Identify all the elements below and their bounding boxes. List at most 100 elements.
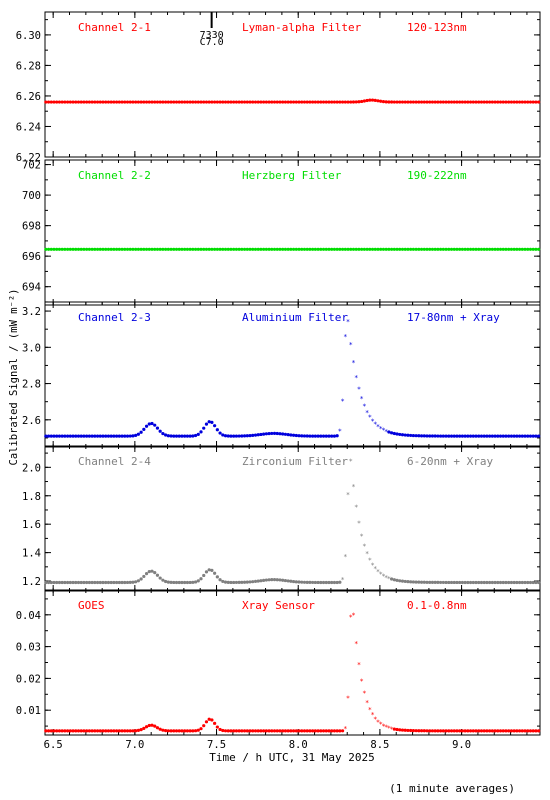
data-point bbox=[528, 729, 533, 733]
data-point bbox=[237, 100, 241, 104]
data-point bbox=[87, 434, 91, 438]
data-point bbox=[425, 580, 429, 584]
series-5: ****************** bbox=[44, 612, 541, 733]
data-point bbox=[161, 578, 165, 582]
data-point bbox=[406, 100, 410, 104]
data-point bbox=[150, 421, 154, 426]
data-point bbox=[259, 432, 263, 437]
data-point: * bbox=[368, 556, 372, 564]
panel-band-label: 0.1-0.8nm bbox=[407, 599, 467, 612]
data-point bbox=[411, 580, 415, 584]
data-point: * bbox=[381, 722, 385, 730]
data-point bbox=[477, 580, 481, 585]
data-point bbox=[501, 434, 505, 438]
data-point bbox=[517, 434, 522, 438]
data-point bbox=[229, 580, 233, 585]
y-tick-label: 0.01 bbox=[16, 705, 41, 717]
data-point bbox=[354, 100, 358, 104]
data-point bbox=[501, 100, 505, 104]
data-point bbox=[509, 434, 514, 438]
data-point: * bbox=[387, 725, 391, 733]
data-point bbox=[142, 427, 146, 431]
data-point bbox=[422, 580, 426, 584]
data-point bbox=[384, 100, 388, 104]
data-point bbox=[183, 247, 187, 251]
data-point bbox=[215, 428, 219, 432]
footnote: (1 minute averages) bbox=[389, 782, 515, 795]
data-point bbox=[229, 100, 233, 104]
data-point bbox=[468, 729, 473, 733]
data-point bbox=[433, 100, 437, 104]
data-point bbox=[403, 100, 407, 104]
data-point bbox=[509, 247, 514, 251]
data-point bbox=[441, 247, 445, 251]
data-point bbox=[44, 434, 48, 438]
data-point bbox=[120, 247, 124, 251]
panel-frame bbox=[44, 301, 541, 448]
data-point bbox=[493, 100, 497, 104]
data-point bbox=[134, 433, 138, 437]
data-point bbox=[272, 578, 277, 582]
data-point bbox=[308, 434, 312, 438]
data-point bbox=[512, 100, 516, 104]
data-point bbox=[324, 100, 328, 104]
data-point bbox=[71, 100, 75, 104]
data-point bbox=[395, 727, 399, 732]
data-point bbox=[95, 580, 100, 585]
data-point bbox=[281, 247, 285, 251]
x-tick-label: 8.5 bbox=[370, 739, 389, 751]
data-point bbox=[528, 434, 533, 438]
data-point bbox=[509, 729, 514, 733]
data-point bbox=[449, 100, 454, 104]
panel-band-label: 17-80nm + Xray bbox=[407, 311, 500, 324]
data-point bbox=[213, 247, 217, 251]
data-point: * bbox=[351, 612, 355, 620]
data-point bbox=[278, 247, 282, 251]
data-point: * bbox=[381, 572, 385, 580]
data-point bbox=[169, 729, 173, 733]
data-point bbox=[180, 100, 184, 104]
data-point bbox=[55, 100, 59, 104]
data-point bbox=[515, 729, 519, 733]
data-point bbox=[488, 100, 492, 104]
data-point bbox=[169, 580, 173, 584]
data-point bbox=[523, 247, 527, 251]
panel-channel-label: Channel 2-4 bbox=[78, 455, 151, 468]
data-point bbox=[425, 729, 429, 733]
panel-channel-label: Channel 2-1 bbox=[78, 21, 151, 34]
data-point: * bbox=[343, 553, 347, 561]
data-point bbox=[507, 580, 511, 585]
data-point bbox=[447, 580, 451, 585]
data-point bbox=[218, 431, 222, 435]
data-point bbox=[409, 100, 413, 104]
data-point bbox=[281, 100, 285, 104]
data-point bbox=[101, 580, 105, 585]
data-point bbox=[71, 729, 75, 733]
data-point bbox=[490, 434, 494, 438]
data-point bbox=[188, 729, 192, 733]
data-point: * bbox=[370, 711, 374, 719]
data-point bbox=[403, 247, 407, 251]
data-point bbox=[65, 247, 70, 251]
data-point bbox=[490, 247, 494, 251]
data-point bbox=[278, 729, 282, 733]
data-point bbox=[335, 247, 339, 251]
data-point bbox=[319, 100, 323, 104]
data-point bbox=[278, 432, 282, 436]
data-point bbox=[428, 729, 432, 733]
data-point bbox=[76, 729, 81, 733]
data-point bbox=[256, 579, 260, 583]
data-point bbox=[172, 434, 176, 438]
data-point bbox=[305, 434, 309, 438]
data-point bbox=[289, 100, 293, 104]
data-point bbox=[49, 580, 53, 585]
data-point bbox=[106, 580, 111, 585]
data-point bbox=[452, 247, 456, 251]
data-point bbox=[202, 573, 206, 578]
data-point bbox=[259, 579, 263, 583]
data-point bbox=[281, 432, 285, 436]
y-tick-label: 702 bbox=[22, 160, 41, 172]
data-point bbox=[520, 247, 524, 251]
y-tick-label: 6.30 bbox=[16, 30, 41, 42]
data-point bbox=[150, 569, 154, 573]
